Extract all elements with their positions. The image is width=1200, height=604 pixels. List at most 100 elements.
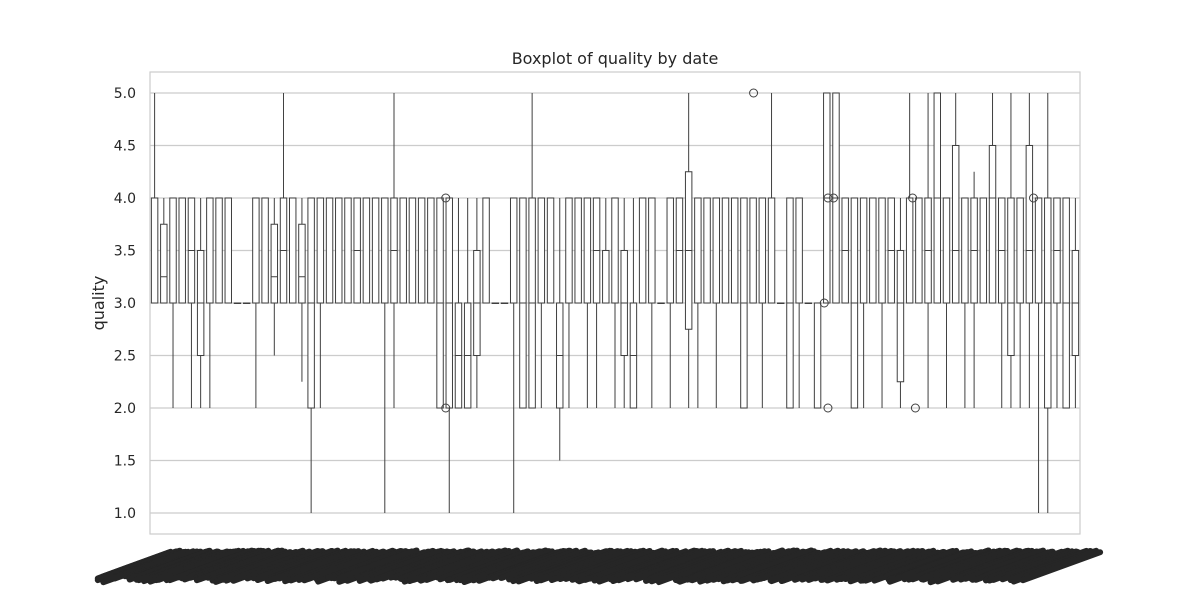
box-body <box>712 197 721 304</box>
box <box>638 197 647 304</box>
x-tick-label <box>1020 549 1104 584</box>
box <box>252 197 260 408</box>
outlier-points <box>441 88 1038 413</box>
box-body <box>758 197 767 304</box>
x-tick-label <box>883 547 960 580</box>
box <box>841 197 849 304</box>
box <box>491 302 500 304</box>
box-body <box>1025 145 1034 304</box>
box-body <box>638 197 647 304</box>
box <box>187 197 196 408</box>
box-body <box>611 197 619 304</box>
box <box>307 197 315 513</box>
box-series <box>150 92 1080 513</box>
box-body <box>905 197 914 304</box>
outlier-point <box>819 298 829 308</box>
box <box>749 197 757 304</box>
box <box>298 198 306 382</box>
box-body <box>666 197 674 304</box>
y-tick-label: 4.5 <box>114 139 136 155</box>
box <box>721 197 730 304</box>
box <box>951 93 960 304</box>
box-body <box>362 197 371 304</box>
box <box>602 198 610 304</box>
box <box>712 197 721 408</box>
y-tick-label: 4.0 <box>114 191 136 207</box>
box <box>648 197 656 408</box>
x-tick-label <box>740 547 815 579</box>
box-body <box>169 197 177 304</box>
y-tick-label: 5.0 <box>114 86 136 102</box>
box <box>583 197 592 408</box>
box <box>279 93 288 304</box>
outlier-point <box>749 88 759 98</box>
box <box>1025 93 1034 408</box>
box-body <box>224 197 232 304</box>
box <box>537 197 546 408</box>
box-body <box>509 197 518 304</box>
box <box>998 197 1006 408</box>
box <box>979 197 988 304</box>
box-body <box>574 197 582 304</box>
box <box>556 198 564 461</box>
box-body <box>325 197 334 304</box>
box <box>675 197 684 304</box>
box <box>160 198 168 304</box>
box-body <box>961 197 969 304</box>
box <box>399 197 407 304</box>
box <box>1071 198 1080 408</box>
box-body <box>648 197 656 304</box>
box <box>1016 197 1024 408</box>
box <box>169 197 177 408</box>
box <box>1062 197 1070 409</box>
box-body <box>150 197 159 304</box>
box-body <box>206 197 214 304</box>
box-body <box>703 197 711 304</box>
box-body <box>1034 197 1043 304</box>
y-axis-label: quality <box>89 276 108 331</box>
box-body <box>583 197 592 304</box>
box <box>381 197 389 513</box>
box <box>362 197 371 304</box>
box-body <box>427 197 435 304</box>
outlier-point <box>441 193 451 203</box>
x-tick-label <box>640 548 717 580</box>
box-body <box>1007 197 1015 356</box>
box-body <box>565 197 573 304</box>
y-tick-label: 1.0 <box>114 506 136 522</box>
box <box>887 197 895 304</box>
box <box>758 197 767 408</box>
box-body <box>730 197 739 304</box>
box <box>611 197 619 408</box>
box-body <box>694 197 702 304</box>
box <box>942 197 951 408</box>
box <box>804 302 813 304</box>
outlier-point <box>441 403 451 413</box>
box-body <box>298 223 306 304</box>
box <box>1034 197 1043 513</box>
box-body <box>316 197 325 304</box>
box <box>500 302 509 304</box>
y-tick-label: 1.5 <box>114 454 136 470</box>
box <box>620 198 628 408</box>
box-body <box>381 197 389 304</box>
outlier-point <box>908 193 918 203</box>
box <box>463 198 472 409</box>
box <box>915 197 923 304</box>
box <box>344 197 352 304</box>
box <box>666 197 674 408</box>
box-body <box>160 223 168 304</box>
outlier-point <box>829 193 839 203</box>
box <box>196 198 205 408</box>
x-tick-label <box>687 548 772 583</box>
box <box>206 197 214 408</box>
box <box>233 302 242 304</box>
box-body <box>344 197 352 304</box>
y-tick-label: 3.5 <box>114 244 136 260</box>
box <box>850 197 859 409</box>
box <box>823 92 831 304</box>
box <box>786 197 794 409</box>
box <box>684 93 693 408</box>
